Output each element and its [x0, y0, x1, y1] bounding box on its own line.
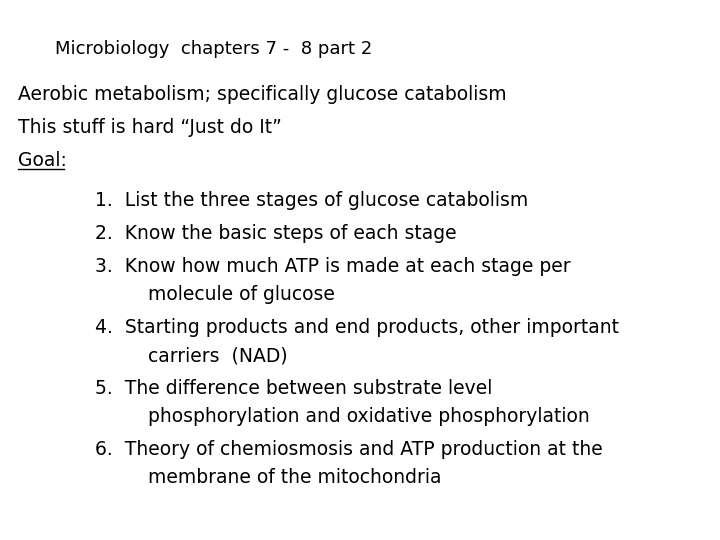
Text: 6.  Theory of chemiosmosis and ATP production at the: 6. Theory of chemiosmosis and ATP produc… [95, 440, 603, 459]
Text: Goal:: Goal: [18, 151, 67, 170]
Text: 1.  List the three stages of glucose catabolism: 1. List the three stages of glucose cata… [95, 191, 528, 210]
Text: phosphorylation and oxidative phosphorylation: phosphorylation and oxidative phosphoryl… [148, 407, 590, 426]
Text: 4.  Starting products and end products, other important: 4. Starting products and end products, o… [95, 318, 619, 337]
Text: This stuff is hard “Just do It”: This stuff is hard “Just do It” [18, 118, 282, 137]
Text: membrane of the mitochondria: membrane of the mitochondria [148, 468, 441, 487]
Text: Microbiology  chapters 7 -  8 part 2: Microbiology chapters 7 - 8 part 2 [55, 40, 372, 58]
Text: 2.  Know the basic steps of each stage: 2. Know the basic steps of each stage [95, 224, 456, 243]
Text: Aerobic metabolism; specifically glucose catabolism: Aerobic metabolism; specifically glucose… [18, 85, 507, 104]
Text: molecule of glucose: molecule of glucose [148, 285, 335, 304]
Text: 5.  The difference between substrate level: 5. The difference between substrate leve… [95, 379, 492, 398]
Text: 3.  Know how much ATP is made at each stage per: 3. Know how much ATP is made at each sta… [95, 257, 571, 276]
Text: carriers  (NAD): carriers (NAD) [148, 346, 287, 365]
